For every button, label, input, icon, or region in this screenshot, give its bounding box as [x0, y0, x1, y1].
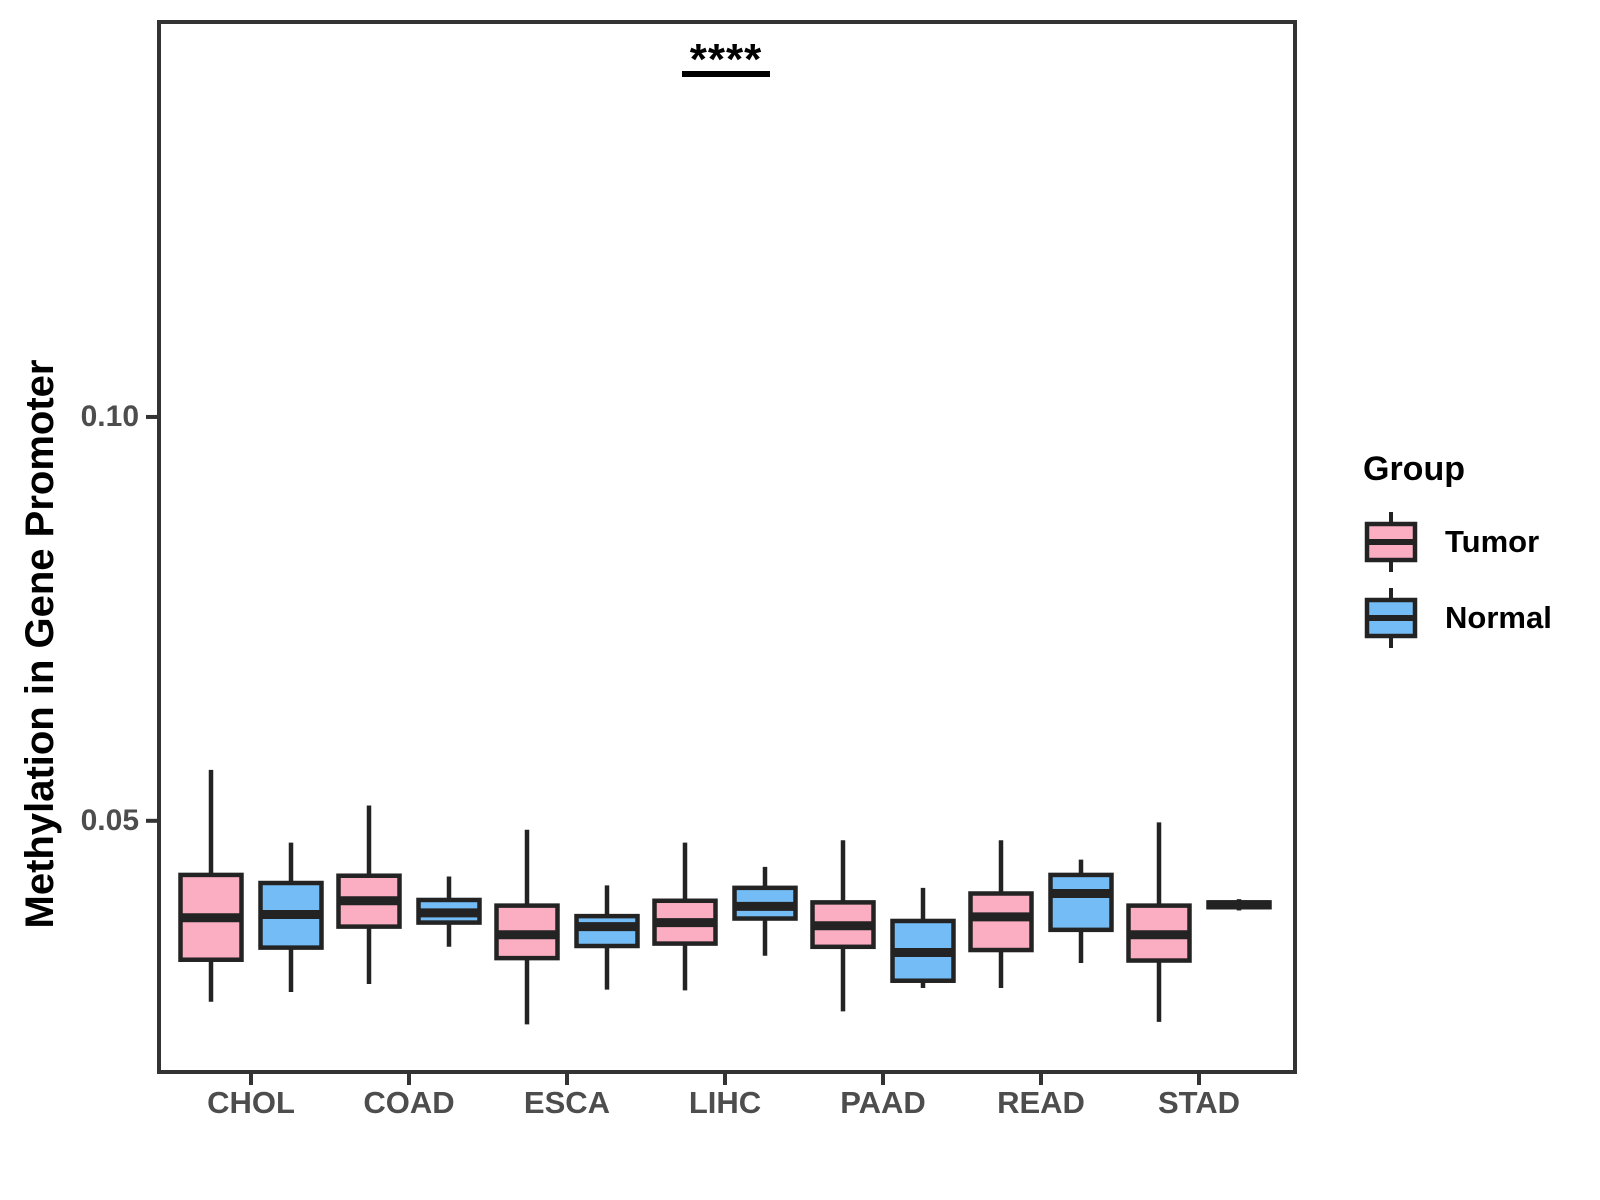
x-tick-label-STAD: STAD	[1157, 1085, 1241, 1120]
x-tick-label-PAAD: PAAD	[840, 1085, 926, 1120]
tumor-boxplot-icon	[1364, 512, 1418, 572]
x-tick-label-CHOL: CHOL	[207, 1085, 295, 1120]
legend: Group Tumor Normal	[1363, 450, 1583, 663]
legend-item-normal: Normal	[1363, 587, 1583, 649]
x-tick-label-LIHC: LIHC	[688, 1085, 762, 1120]
significance-underline	[682, 71, 770, 77]
legend-label-normal: Normal	[1445, 600, 1552, 635]
legend-item-tumor: Tumor	[1363, 511, 1583, 573]
x-tick-label-READ: READ	[997, 1085, 1085, 1120]
box-READ-Normal	[1048, 872, 1114, 933]
normal-boxplot-icon	[1364, 588, 1418, 648]
x-tick-label-COAD: COAD	[363, 1085, 455, 1120]
box-READ-Tumor	[968, 891, 1034, 953]
legend-title: Group	[1363, 450, 1465, 488]
panel-border	[157, 20, 1297, 1074]
y-tick-label-0.05: 0.05	[80, 804, 139, 837]
y-tick-label-0.10: 0.10	[80, 400, 139, 433]
y-axis-title: Methylation in Gene Promoter	[18, 359, 62, 929]
x-tick-label-ESCA: ESCA	[523, 1085, 611, 1120]
legend-label-tumor: Tumor	[1445, 524, 1540, 559]
